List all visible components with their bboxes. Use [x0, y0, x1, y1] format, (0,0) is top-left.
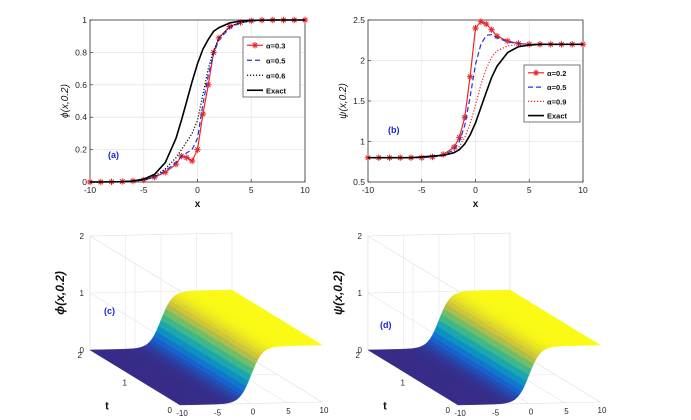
panel-label: (c): [104, 306, 115, 316]
data-point-d2: [456, 134, 462, 141]
x-axis-label: x: [195, 199, 201, 210]
panel-label: (b): [388, 125, 400, 135]
t-tick-label: 1: [401, 379, 406, 388]
chart-panel-a: -10 -5 0 5 10 0 0.2 0.4 0.6 0.8 1 x ϕ(x,0.2) (a) α=0.3…: [60, 15, 310, 210]
z-tick-label: 2: [358, 232, 363, 241]
surface-facet: [307, 337, 323, 346]
t-tick-label: 0: [446, 406, 451, 415]
y-tick-label: 0.2: [75, 145, 87, 155]
z-axis-label: ϕ(x,0.2): [53, 271, 67, 315]
legend-entry: α=0.2: [547, 69, 566, 78]
y-tick-label: 0.8: [75, 47, 87, 57]
data-point-d2: [467, 74, 473, 80]
t-axis-label: t: [105, 401, 109, 413]
surface: [367, 289, 601, 406]
legend-marker-d2: [533, 70, 539, 76]
t-axis-label: t: [383, 401, 387, 413]
y-tick-label: 1.5: [353, 96, 365, 106]
x-tick-label: 0: [251, 408, 256, 417]
data-point-d2: [189, 158, 195, 164]
data-point-d2: [173, 161, 179, 167]
data-point-d2: [451, 144, 457, 150]
y-tick-label: 0.6: [75, 80, 87, 90]
x-tick-label: -5: [492, 408, 500, 417]
y-tick-label: 1: [360, 137, 365, 147]
y-axis-label: ψ(x,0.2): [338, 83, 349, 119]
z-tick-label: 0: [358, 346, 363, 355]
chart-panel-b: -10 -5 0 5 100.511.522.5xψ(x,0.2)(b)α=0.2α=0…: [338, 15, 588, 210]
x-tick-label: 5: [249, 185, 254, 195]
x-tick-label: -5: [140, 185, 148, 195]
x-tick-label: -10: [454, 409, 466, 418]
z-tick-label: 2: [80, 232, 85, 241]
plot-frame: [89, 19, 306, 183]
x-tick-label: 0: [195, 185, 200, 195]
panel-label: (a): [108, 150, 119, 160]
y-tick-label: 2.5: [353, 15, 365, 25]
x-axis-label: x: [473, 199, 479, 210]
z-axis-label: ψ(x,0.2): [331, 271, 345, 315]
x-tick-label: 0: [529, 408, 534, 417]
data-point-d2: [472, 25, 479, 31]
x-tick-label: -10: [176, 409, 188, 418]
data-point-d2: [494, 33, 500, 39]
series-line-3: [368, 43, 583, 159]
x-tick-label: 10: [598, 406, 607, 415]
x-tick-label: 5: [527, 185, 532, 195]
legend-entry: Exact: [547, 112, 568, 121]
surface-facet: [585, 337, 601, 346]
legend: α=0.2 α=0.5 α=0.9 Exact: [523, 64, 581, 123]
data-point-d2: [478, 19, 484, 25]
legend-marker-d2: [252, 42, 258, 48]
legend-entry: α=0.3: [266, 41, 285, 50]
x-tick-label: 10: [320, 406, 329, 415]
legend-entry: α=0.5: [266, 56, 285, 65]
y-tick-label: 0.4: [75, 112, 87, 122]
legend: α=0.3 α=0.5 α=0.6 Exact: [242, 36, 301, 98]
panel-label: (d): [380, 320, 392, 330]
legend-entry: α=0.5: [547, 83, 566, 92]
data-point-d2: [505, 38, 511, 44]
data-point-d2: [184, 155, 190, 161]
legend-box: [523, 64, 581, 123]
x-tick-label: -5: [214, 408, 222, 417]
x-tick-label: -10: [362, 185, 375, 195]
legend-entry: α=0.6: [266, 71, 285, 80]
data-point-d2: [483, 21, 489, 27]
series-line-3: [90, 19, 305, 183]
y-tick-label: 0.5: [353, 177, 365, 187]
t-tick-label: 0: [168, 406, 173, 415]
x-tick-label: 10: [300, 185, 310, 195]
y-tick-label: 1: [82, 15, 87, 25]
x-tick-label: 0: [473, 185, 478, 195]
y-tick-label: 0: [82, 177, 87, 187]
x-tick-label: -5: [418, 185, 426, 195]
y-tick-label: 2: [360, 56, 365, 66]
t-tick-label: 2: [78, 351, 83, 360]
plot-frame: [367, 19, 584, 183]
z-tick-label: 0: [80, 346, 85, 355]
x-tick-label: 10: [578, 185, 588, 195]
legend-entry: Exact: [266, 86, 287, 95]
x-tick-label: -10: [84, 185, 97, 195]
z-tick-label: 1: [358, 289, 363, 298]
x-tick-label: 5: [286, 407, 291, 416]
data-point-d2: [194, 147, 201, 153]
x-tick-label: 5: [564, 407, 569, 416]
data-point-d2: [162, 169, 168, 175]
y-axis-label: ϕ(x,0.2): [60, 84, 71, 118]
t-tick-label: 1: [123, 379, 128, 388]
t-tick-label: 2: [356, 351, 361, 360]
z-tick-label: 1: [80, 289, 85, 298]
surface: [89, 289, 323, 406]
legend-box: [242, 36, 301, 98]
data-point-d2: [489, 27, 495, 33]
legend-entry: α=0.9: [547, 97, 566, 106]
